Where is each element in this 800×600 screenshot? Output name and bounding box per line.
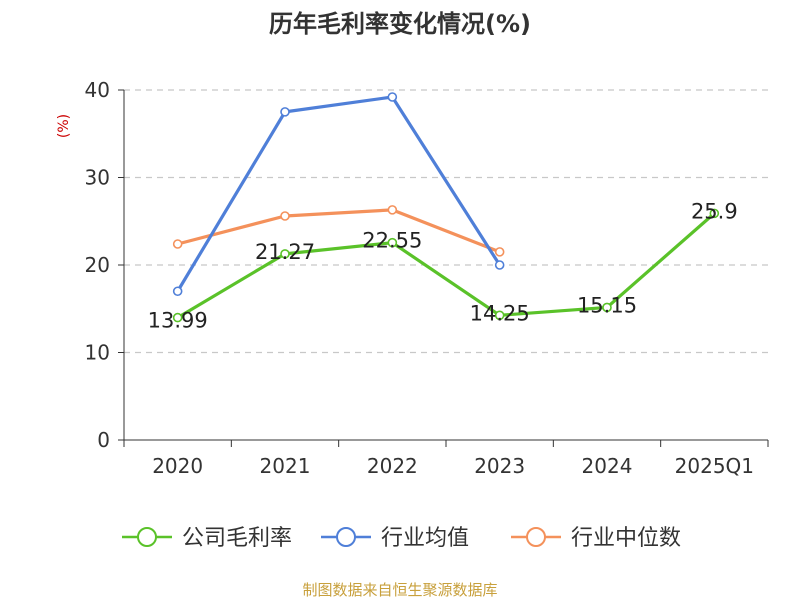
data-point — [709, 208, 720, 219]
data-label: 13.99 — [148, 309, 208, 333]
legend-label: 公司毛利率 — [182, 526, 292, 551]
chart-title: 历年毛利率变化情况(%) — [269, 10, 531, 38]
data-label: 21.27 — [255, 240, 315, 264]
y-tick-label: 0 — [97, 428, 110, 452]
x-tick-label: 2022 — [367, 454, 418, 478]
data-point — [172, 312, 183, 323]
grid-lines — [124, 89, 768, 354]
data-label: 25.9 — [691, 199, 738, 223]
data-point — [280, 107, 290, 117]
data-point — [172, 286, 183, 297]
x-tick-label: 2021 — [260, 454, 311, 478]
series-line — [176, 211, 716, 320]
axes: 0 10 20 30 40 2020 2021 2022 2023 2024 2025Q1 — [85, 78, 769, 478]
data-point — [387, 205, 398, 215]
data-point — [280, 249, 290, 259]
y-tick-label: 30 — [85, 166, 110, 190]
y-tick-label: 20 — [85, 253, 110, 277]
data-labels: 13.99 21.27 22.55 14.25 15.15 25.9 — [148, 199, 738, 332]
series-line — [176, 95, 502, 293]
legend-marker — [526, 527, 546, 547]
legend-marker — [137, 527, 157, 547]
data-point — [494, 310, 505, 321]
data-point — [280, 211, 290, 221]
y-tick-label: 10 — [85, 341, 110, 365]
legend: 公司毛利率 行业均值 行业中位数 — [122, 526, 681, 551]
x-tick-label: 2024 — [582, 454, 633, 478]
data-point — [494, 247, 505, 257]
data-point — [172, 239, 183, 249]
data-label: 15.15 — [577, 293, 637, 317]
data-point — [602, 302, 612, 313]
data-label: 22.55 — [362, 229, 422, 253]
series-layer — [172, 92, 720, 323]
data-label: 14.25 — [470, 301, 530, 325]
data-source: 制图数据来自恒生聚源数据库 — [302, 581, 497, 599]
legend-marker — [336, 527, 356, 547]
y-axis-label: (%) — [56, 114, 72, 138]
legend-label: 行业中位数 — [571, 526, 681, 551]
data-point — [387, 92, 398, 102]
x-tick-label: 2020 — [152, 454, 203, 478]
x-tick-label: 2025Q1 — [675, 454, 754, 478]
x-tick-label: 2023 — [474, 454, 525, 478]
y-tick-label: 40 — [85, 78, 110, 102]
series-line — [176, 208, 502, 254]
legend-label: 行业均值 — [381, 526, 469, 551]
data-point — [494, 260, 505, 270]
data-point — [387, 237, 398, 248]
